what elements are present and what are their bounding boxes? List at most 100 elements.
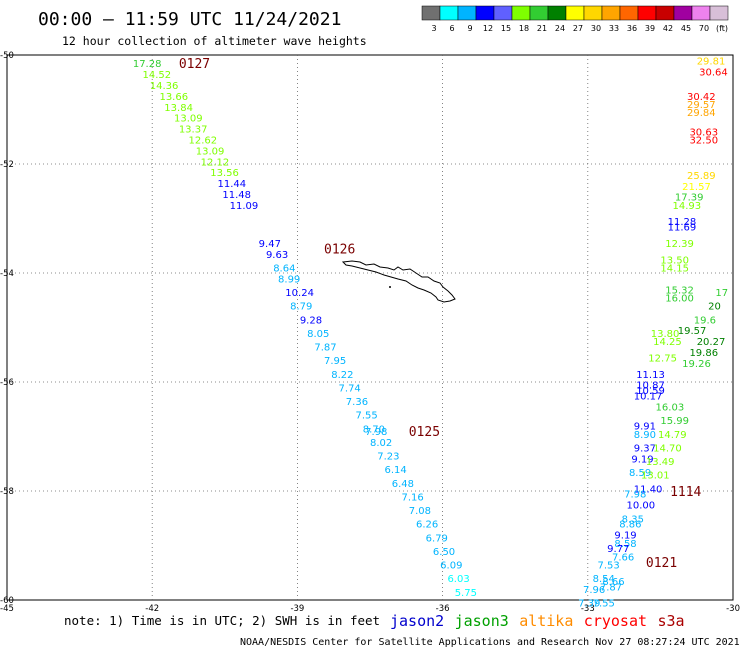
swh-value-label: 7.96: [583, 585, 605, 596]
swh-value-label: 6.03: [447, 574, 469, 585]
swh-value-label: 13.01: [641, 471, 670, 482]
colorbar-swatch: [493, 5, 513, 21]
swh-value-label: 8.86: [619, 520, 641, 531]
y-tick-label: -60: [0, 596, 14, 606]
swh-value-label: 7.95: [324, 356, 346, 367]
swh-value-label: 10.17: [634, 392, 663, 403]
swh-value-label: 19.86: [689, 348, 718, 359]
swh-value-label: 8.90: [634, 430, 656, 441]
swh-value-label: 11.09: [230, 201, 259, 212]
swh-value-label: 8.70: [363, 424, 385, 435]
colorbar-swatch: [655, 5, 675, 21]
swh-value-label: 8.22: [331, 370, 353, 381]
colorbar-swatch: [529, 5, 549, 21]
colorbar-tick-label: 15: [501, 24, 511, 33]
swh-value-label: 20.27: [697, 337, 726, 348]
colorbar-tick-label: 18: [519, 24, 529, 33]
swh-value-label: 19.57: [678, 326, 707, 337]
swh-value-label: 7.87: [600, 582, 622, 593]
swh-value-label: 11.28: [668, 217, 697, 228]
colorbar-tick-label: 36: [627, 24, 637, 33]
colorbar-swatch: [583, 5, 603, 21]
swh-value-label: 12.62: [189, 135, 218, 146]
colorbar-swatch: [475, 5, 495, 21]
colorbar-tick-label: (ft): [716, 24, 728, 33]
satellite-legend-jason3: jason3: [455, 612, 509, 630]
colorbar-tick-label: 42: [663, 24, 673, 33]
islet: [389, 286, 391, 288]
colorbar-swatch: [457, 5, 477, 21]
swh-value-label: 7.98: [624, 490, 646, 501]
swh-value-label: 12.39: [665, 239, 694, 250]
swh-value-label: 29.81: [697, 56, 726, 67]
colorbar-swatch: [421, 5, 441, 21]
swh-value-label: 13.84: [164, 103, 193, 114]
swh-value-label: 25.89: [687, 171, 716, 182]
swh-value-label: 13.66: [159, 92, 188, 103]
swh-value-label: 12.75: [648, 353, 677, 364]
swh-value-label: 9.91: [634, 422, 656, 433]
colorbar-swatch: [619, 5, 639, 21]
swh-value-label: 13.09: [196, 146, 225, 157]
swh-value-label: 7.08: [409, 506, 431, 517]
colorbar-swatch: [691, 5, 711, 21]
pass-id-label: 0121: [646, 556, 677, 571]
colorbar-tick-label: 39: [645, 24, 655, 33]
swh-value-label: 13.09: [174, 114, 203, 125]
satellite-legend-cryosat: cryosat: [584, 612, 647, 630]
swh-value-label: 13.49: [646, 457, 675, 468]
pass-id-label: 0127: [179, 57, 210, 72]
swh-value-label: 7.55: [593, 599, 615, 610]
swh-value-label: 14.25: [653, 337, 682, 348]
swh-value-label: 9.63: [266, 250, 288, 261]
swh-value-label: 8.64: [273, 264, 295, 275]
y-tick-label: -52: [0, 160, 14, 170]
swh-value-label: 9.19: [631, 454, 653, 465]
colorbar-tick-label: 12: [483, 24, 493, 33]
swh-value-label: 8.79: [290, 302, 312, 313]
x-tick-label: -36: [436, 604, 450, 614]
colorbar-swatch: [637, 5, 657, 21]
plot-frame: [6, 54, 734, 601]
swh-value-label: 5.75: [455, 588, 477, 599]
swh-value-label: 11.13: [636, 370, 665, 381]
satellite-legend: jason2 jason3 altika cryosat s3a: [390, 612, 685, 630]
swh-value-label: 6.79: [426, 533, 448, 544]
swh-value-label: 7.66: [612, 552, 634, 563]
swh-value-label: 6.26: [416, 520, 438, 531]
swh-value-label: 9.77: [607, 544, 629, 555]
colorbar-legend: 3 6 9 12 15 18 21 24 27 30 33 36 39 42 45 70 (ft): [421, 5, 729, 33]
colorbar-swatch: [439, 5, 459, 21]
swh-value-label: 13.50: [660, 255, 689, 266]
x-tick-label: -30: [726, 604, 740, 614]
swh-value-label: 13.37: [179, 125, 208, 136]
swh-value-label: 20: [708, 302, 721, 313]
satellite-legend-altika: altika: [519, 612, 573, 630]
x-tick-label: -45: [0, 604, 14, 614]
swh-value-label: 9.28: [300, 315, 322, 326]
swh-value-label: 14.36: [150, 81, 179, 92]
swh-value-label: 8.02: [370, 438, 392, 449]
swh-value-label: 13.80: [651, 329, 680, 340]
pass-labels: 0127 0126 0125 1114 0121: [179, 57, 702, 571]
colorbar-tick-label: 9: [467, 24, 472, 33]
swh-value-label: 10.59: [636, 386, 665, 397]
swh-value-label: 8.58: [614, 539, 636, 550]
y-tick-label: -56: [0, 378, 14, 388]
colorbar-swatch: [709, 5, 729, 21]
swh-value-label: 11.69: [668, 223, 697, 234]
swh-value-label: 17: [715, 288, 728, 299]
y-tick-label: -54: [0, 269, 14, 279]
south-georgia-coastline: [341, 260, 456, 303]
swh-value-label: 14.52: [143, 70, 172, 81]
swh-value-label: 7.16: [401, 492, 423, 503]
colorbar-swatch: [565, 5, 585, 21]
swh-value-label: 16.00: [665, 294, 694, 305]
colorbar-tick-label: 70: [699, 24, 709, 33]
swh-value-label: 11.40: [634, 484, 663, 495]
satellite-legend-jason2: jason2: [390, 612, 444, 630]
swh-value-label: 19.26: [682, 359, 711, 370]
swh-value-label: 8.99: [278, 274, 300, 285]
swh-value-label: 32.50: [689, 135, 718, 146]
